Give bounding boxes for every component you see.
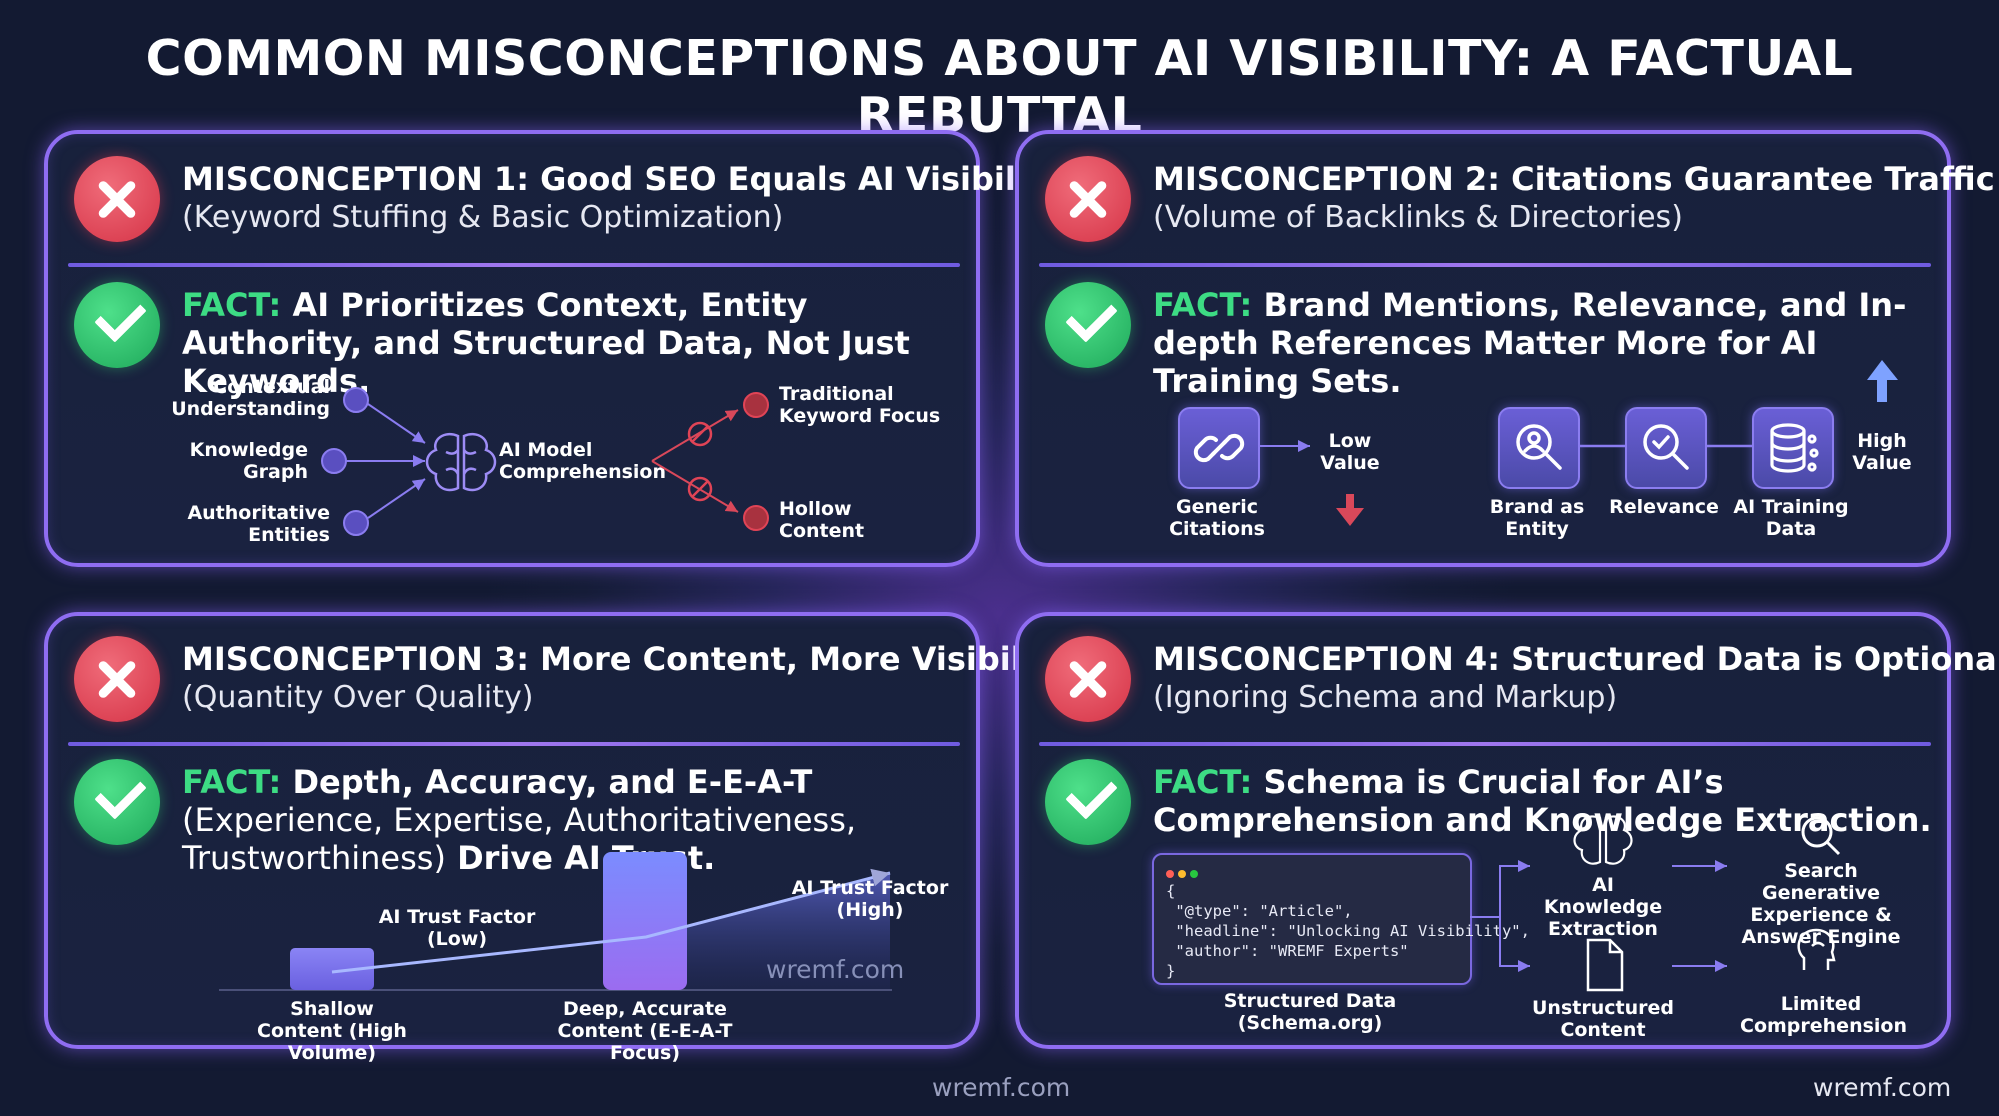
misconception-subtitle: (Volume of Backlinks & Directories) (1153, 200, 1683, 235)
misconception-title: MISCONCEPTION 1: Good SEO Equals AI Visi… (182, 160, 1063, 198)
fact-statement: FACT: AI Prioritizes Context, Entity Aut… (182, 286, 910, 400)
limited-comprehension-label: Limited Comprehension (1740, 993, 1907, 1037)
ai-knowledge-extraction-label: AI Knowledge Extraction (1543, 874, 1663, 940)
high-value-label: High Value (1852, 430, 1912, 474)
deep-content-label: Deep, Accurate Content (E-E-A-T Focus) (557, 998, 733, 1064)
unstructured-content-label: Unstructured Content (1532, 997, 1674, 1041)
fact-statement: FACT: Schema is Crucial for AI’s Compreh… (1153, 763, 1932, 839)
output-label-hollow: Hollow Content (779, 498, 865, 542)
trust-low-label: AI Trust Factor (Low) (378, 906, 536, 950)
sge-answer-engine-label: Search Generative Experience & Answer En… (1741, 860, 1901, 948)
divider (68, 263, 960, 267)
divider (68, 742, 960, 746)
check-icon (74, 759, 160, 845)
search-person-icon (1498, 407, 1580, 489)
window-dots (1166, 863, 1202, 882)
database-icon (1752, 407, 1834, 489)
misconception-subtitle: (Ignoring Schema and Markup) (1153, 680, 1618, 715)
brand-entity-label: Brand as Entity (1489, 496, 1585, 540)
divider (1039, 742, 1931, 746)
page-title: COMMON MISCONCEPTIONS ABOUT AI VISIBILIT… (145, 30, 1854, 144)
relevance-label: Relevance (1609, 496, 1719, 518)
ai-training-data-label: AI Training Data (1733, 496, 1849, 540)
structured-data-label: Structured Data (Schema.org) (1223, 990, 1397, 1034)
misconception-title: MISCONCEPTION 3: More Content, More Visi… (182, 640, 1069, 678)
shallow-content-label: Shallow Content (High Volume) (257, 998, 407, 1064)
check-icon (1045, 759, 1131, 845)
input-label-knowledge-graph: Knowledge Graph (189, 439, 308, 483)
misconception-title: MISCONCEPTION 4: Structured Data is Opti… (1153, 640, 1999, 678)
input-label-contextual: Contextual Understanding (171, 376, 330, 420)
generic-citations-label: Generic Citations (1169, 496, 1265, 540)
divider (1039, 263, 1931, 267)
chart-watermark: wremf.com (766, 955, 905, 984)
input-label-authoritative: Authoritative Entities (187, 502, 330, 546)
cross-icon (1045, 636, 1131, 722)
footer-brand: wremf.com (1813, 1073, 1952, 1102)
center-label-ai-model: AI Model Comprehension (499, 439, 666, 483)
low-value-label: Low Value (1320, 430, 1380, 474)
trust-high-label: AI Trust Factor (High) (791, 877, 949, 921)
cross-icon (74, 156, 160, 242)
panel-misconception-2 (1015, 130, 1951, 567)
output-label-keyword: Traditional Keyword Focus (779, 383, 941, 427)
schema-code: { "@type": "Article", "headline": "Unloc… (1166, 882, 1530, 980)
search-check-icon (1625, 407, 1707, 489)
schema-code-window: { "@type": "Article", "headline": "Unloc… (1152, 853, 1530, 985)
cross-icon (74, 636, 160, 722)
check-icon (74, 282, 160, 368)
misconception-title: MISCONCEPTION 2: Citations Guarantee Tra… (1153, 160, 1995, 198)
panel-misconception-1 (44, 130, 980, 567)
check-icon (1045, 282, 1131, 368)
fact-statement: FACT: Brand Mentions, Relevance, and In-… (1153, 286, 1907, 400)
footer-watermark: wremf.com (932, 1073, 1071, 1102)
fact-statement: FACT: Depth, Accuracy, and E-E-A-T (Expe… (182, 763, 857, 877)
misconception-subtitle: (Keyword Stuffing & Basic Optimization) (182, 200, 784, 235)
cross-icon (1045, 156, 1131, 242)
misconception-subtitle: (Quantity Over Quality) (182, 680, 534, 715)
link-icon (1178, 407, 1260, 489)
